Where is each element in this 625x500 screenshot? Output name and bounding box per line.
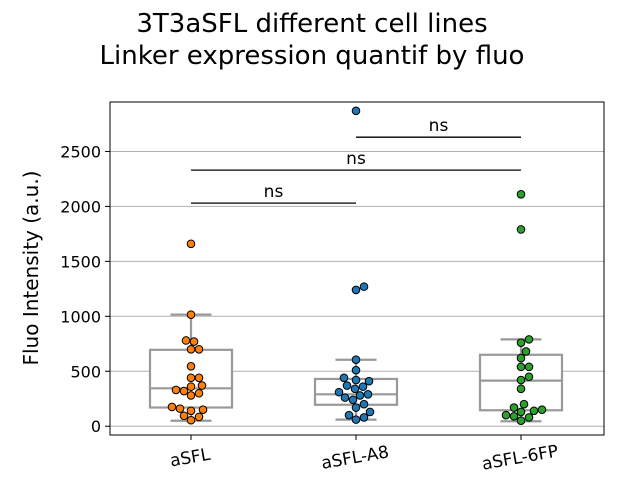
- y-tick-label: 2000: [60, 197, 101, 216]
- data-point: [537, 405, 547, 415]
- data-point: [516, 225, 526, 234]
- data-point: [171, 385, 181, 395]
- y-tick-label: 0: [91, 417, 101, 436]
- data-point: [186, 344, 196, 354]
- data-point: [516, 416, 526, 426]
- data-point: [179, 386, 189, 396]
- points-aSFL-A8: [334, 106, 375, 424]
- data-point: [175, 404, 185, 413]
- data-point: [521, 347, 531, 356]
- data-point: [194, 388, 204, 398]
- data-point: [167, 402, 177, 412]
- data-point: [519, 399, 529, 409]
- data-point: [524, 372, 534, 382]
- chart-title-line-2: Linker expression quantif by fluo: [100, 41, 525, 71]
- data-point: [509, 403, 519, 412]
- points-aSFL-6FP: [501, 190, 547, 426]
- data-point: [351, 365, 361, 375]
- data-point: [186, 382, 196, 391]
- data-point: [181, 336, 191, 345]
- data-point: [344, 410, 354, 420]
- data-point: [186, 391, 196, 400]
- data-point: [186, 239, 196, 249]
- data-point: [516, 338, 526, 347]
- data-point: [524, 335, 534, 344]
- y-tick-label: 2500: [60, 142, 101, 161]
- data-point: [351, 415, 361, 424]
- data-point: [186, 362, 196, 371]
- data-point: [186, 406, 196, 416]
- plot-area: ns ns ns 0 500 1000 1500 2000 2500 aSFL aSFL-A8 aSF…: [60, 101, 605, 475]
- data-point: [342, 381, 352, 390]
- y-axis-label: Fluo Intensity (a.u.): [19, 171, 43, 366]
- data-point: [524, 413, 534, 422]
- data-point: [198, 405, 208, 415]
- data-point: [351, 285, 361, 295]
- data-point: [501, 410, 511, 420]
- data-point: [351, 403, 361, 412]
- data-point: [358, 382, 368, 391]
- data-point: [339, 373, 349, 383]
- data-point: [363, 390, 373, 399]
- points-aSFL: [167, 239, 208, 425]
- x-tick-label: aSFL-A8: [320, 442, 391, 474]
- data-point: [348, 395, 358, 405]
- data-point: [194, 344, 204, 354]
- data-point: [350, 384, 360, 394]
- data-point: [194, 412, 204, 422]
- y-tick-label: 1500: [60, 252, 101, 271]
- x-tick-label: aSFL-6FP: [480, 442, 559, 475]
- data-point: [516, 362, 526, 372]
- data-point: [197, 381, 207, 390]
- data-point: [524, 362, 534, 372]
- data-point: [351, 106, 361, 116]
- y-tick-label: 500: [70, 362, 101, 381]
- data-point: [516, 407, 526, 417]
- data-point: [509, 412, 519, 421]
- data-point: [351, 355, 361, 365]
- data-point: [516, 353, 526, 363]
- axes-frame: [109, 101, 605, 436]
- significance-label: ns: [264, 182, 284, 202]
- data-point: [351, 375, 361, 385]
- data-point: [359, 399, 369, 409]
- data-point: [194, 373, 204, 383]
- data-point: [359, 282, 369, 291]
- data-point: [179, 411, 189, 421]
- data-point: [529, 406, 539, 416]
- data-point: [340, 393, 350, 402]
- data-point: [365, 407, 375, 417]
- data-point: [364, 376, 374, 386]
- data-point: [186, 415, 196, 425]
- data-point: [334, 387, 344, 397]
- data-point: [516, 384, 526, 394]
- data-point: [186, 310, 196, 319]
- data-point: [516, 375, 526, 385]
- y-tick-label: 1000: [60, 307, 101, 326]
- data-point: [186, 373, 196, 383]
- data-point: [355, 391, 365, 400]
- data-point: [359, 413, 369, 422]
- significance-label: ns: [346, 149, 366, 169]
- chart-title-line-1: 3T3aSFL different cell lines: [136, 9, 487, 39]
- data-point: [516, 190, 526, 199]
- significance-label: ns: [429, 116, 449, 136]
- data-point: [189, 337, 199, 346]
- x-tick-label: aSFL: [168, 445, 212, 472]
